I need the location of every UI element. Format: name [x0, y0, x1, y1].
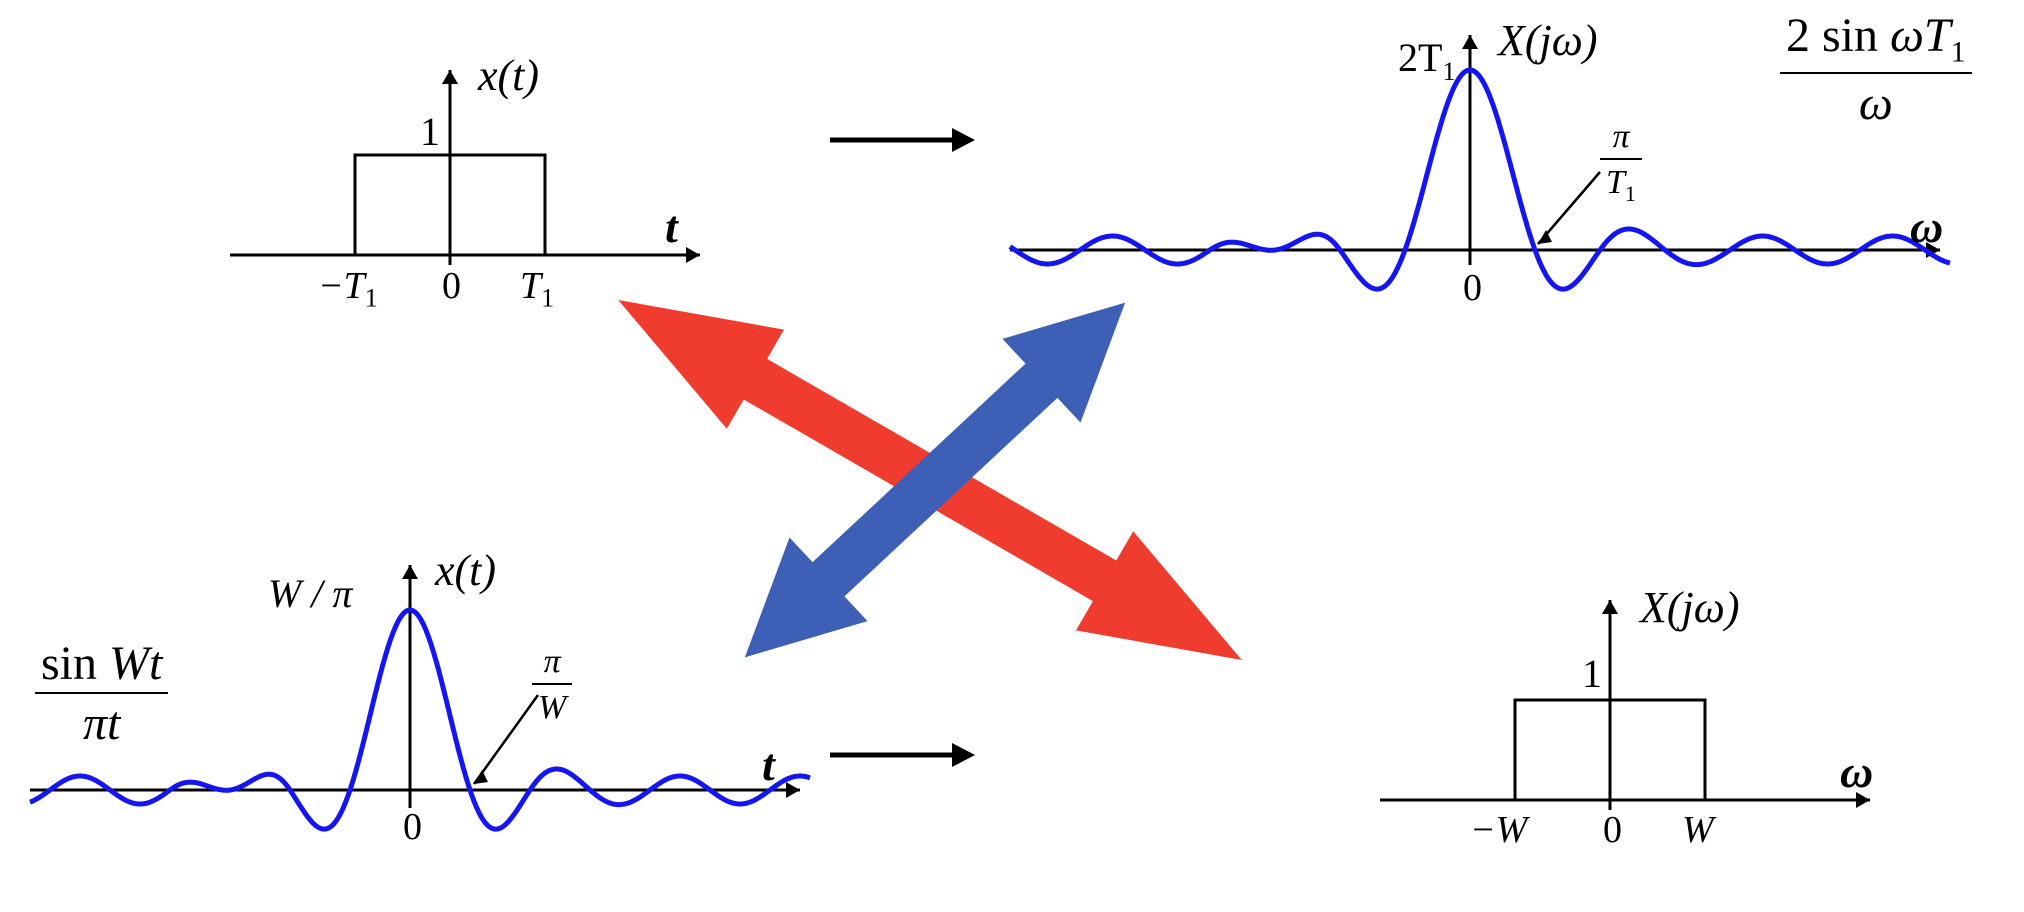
formula-sinc-time: sin Wt πt [35, 640, 168, 748]
origin-label: 0 [442, 264, 461, 308]
x-axis-title: t [665, 200, 678, 253]
y-axis-title: X(jω) [1640, 582, 1739, 633]
tick-pos: T1 [520, 264, 554, 314]
y-axis-title: x(t) [435, 545, 496, 596]
peak-label: W / π [268, 570, 352, 617]
zero-pointer-head [1538, 230, 1552, 244]
origin-label: 0 [1603, 808, 1622, 852]
y-axis-arrowhead [1462, 35, 1478, 49]
x-axis-arrowhead [786, 782, 800, 798]
y-axis-arrowhead [1602, 600, 1618, 614]
x-axis-arrowhead [686, 247, 700, 263]
amplitude-label: 1 [1582, 650, 1602, 697]
origin-label: 0 [403, 805, 422, 849]
first-zero-label: π T1 [1600, 120, 1642, 205]
y-axis-title: x(t) [478, 50, 539, 101]
panel-rect-freq: X(jω) 1 ω 0 −W W [1330, 550, 1930, 890]
y-axis-arrowhead [402, 565, 418, 579]
peak-label: 2T1 [1398, 34, 1455, 87]
formula-sinc-freq: 2 sin ωT1 ω [1780, 12, 1972, 128]
x-axis-title: ω [1910, 200, 1943, 253]
amplitude-label: 1 [420, 108, 440, 155]
zero-pointer [474, 695, 538, 784]
zero-pointer-head [474, 770, 488, 784]
origin-label: 0 [1463, 266, 1482, 310]
first-zero-label: π W [532, 645, 572, 725]
x-axis-title: ω [1840, 745, 1873, 798]
tick-neg: −T1 [318, 264, 378, 314]
y-axis-title: X(jω) [1498, 15, 1597, 66]
y-axis-arrowhead [442, 70, 458, 84]
x-axis-title: t [762, 738, 775, 791]
tick-pos: W [1682, 808, 1714, 852]
tick-neg: −W [1470, 808, 1527, 852]
panel-rect-time: x(t) 1 t 0 −T1 T1 [170, 20, 730, 340]
